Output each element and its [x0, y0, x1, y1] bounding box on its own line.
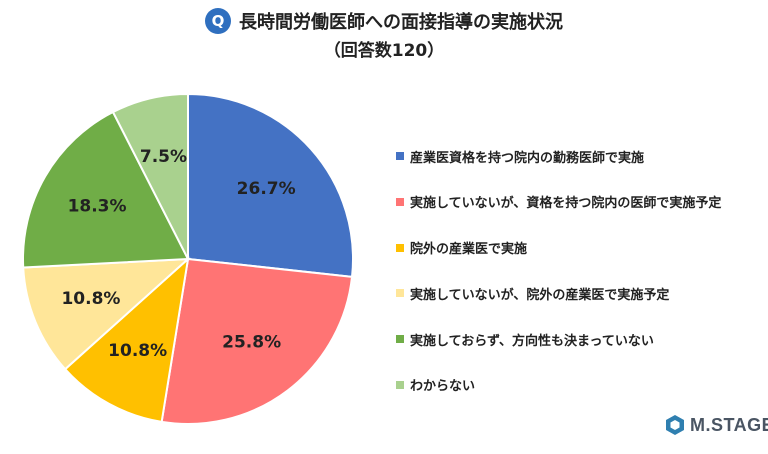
legend-item: 実施していないが、院外の産業医で実施予定	[396, 283, 721, 303]
pie-slice	[187, 92, 354, 278]
legend-item: 院外の産業医で実施	[396, 238, 721, 258]
legend-label: 実施しておらず、方向性も決まっていない	[410, 333, 654, 349]
slice-data-label: 7.5%	[140, 147, 187, 167]
pie-slice	[63, 256, 190, 424]
brand-logo-icon	[666, 415, 684, 435]
legend-swatch	[396, 289, 404, 298]
legend-swatch	[396, 197, 404, 206]
pie-slice	[160, 257, 354, 425]
legend-label: 実施していないが、院外の産業医で実施予定	[410, 287, 670, 303]
chart-title-row: Q 長時間労働医師への面接指導の実施状況	[0, 8, 768, 34]
pie-slice	[22, 110, 190, 269]
slice-data-label: 25.8%	[222, 333, 281, 353]
legend-label: 院外の産業医で実施	[410, 242, 528, 258]
legend-item: 実施しておらず、方向性も決まっていない	[396, 329, 721, 349]
legend-swatch	[396, 243, 404, 252]
legend-item: わからない	[396, 375, 721, 395]
legend-swatch	[396, 335, 404, 344]
legend: 産業医資格を持つ院内の勤務医師で実施実施していないが、資格を持つ院内の医師で実施…	[396, 146, 721, 421]
slice-data-label: 10.8%	[61, 289, 120, 309]
legend-label: 実施していないが、資格を持つ院内の医師で実施予定	[410, 196, 722, 212]
legend-label: 産業医資格を持つ院内の勤務医師で実施	[410, 150, 645, 166]
question-badge: Q	[205, 8, 231, 34]
chart-subtitle: （回答数120）	[323, 41, 445, 61]
slice-data-label: 10.8%	[108, 341, 167, 361]
slice-data-label: 26.7%	[237, 179, 296, 199]
pie-slice	[111, 92, 189, 260]
legend-label: わからない	[410, 379, 476, 395]
slice-data-label: 18.3%	[68, 197, 127, 217]
legend-item: 実施していないが、資格を持つ院内の医師で実施予定	[396, 192, 721, 212]
legend-swatch	[396, 152, 404, 160]
chart-title: 長時間労働医師への面接指導の実施状況	[239, 12, 563, 33]
legend-item: 産業医資格を持つ院内の勤務医師で実施	[396, 146, 721, 166]
legend-swatch	[396, 380, 404, 389]
brand-logo: M.STAGE	[664, 414, 768, 436]
brand-logo-text: M.STAGE	[690, 414, 768, 435]
pie-slice	[22, 257, 191, 371]
